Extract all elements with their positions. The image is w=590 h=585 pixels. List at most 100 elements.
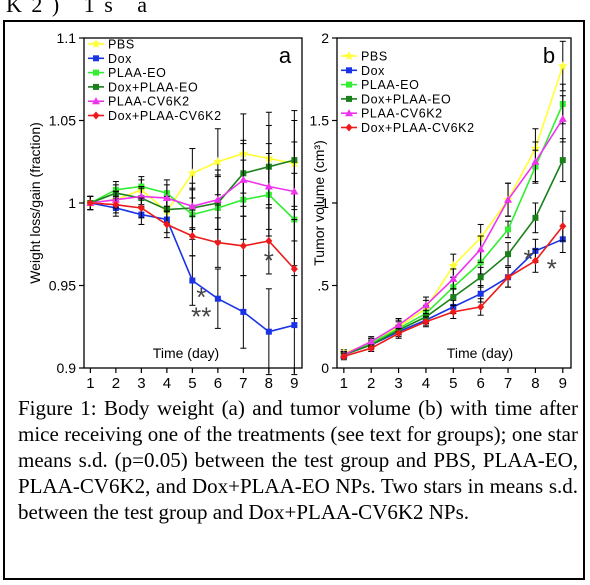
pbs-star-marker xyxy=(344,51,354,60)
significance-star: * xyxy=(524,244,534,274)
diamond-marker xyxy=(504,273,512,282)
legend-entry-label: PLAA-EO xyxy=(108,66,166,80)
series-dox-plaa-cv6k2 xyxy=(86,195,298,319)
square-marker xyxy=(450,294,457,301)
square-marker xyxy=(505,226,512,233)
pbs-star-marker xyxy=(558,61,568,71)
triangle-marker xyxy=(558,114,567,122)
y-tick-label: 1 xyxy=(321,195,329,211)
square-marker xyxy=(532,214,539,221)
y-tick-label: 0.95 xyxy=(49,278,76,294)
triangle-marker xyxy=(367,337,376,345)
x-tick-label: 1 xyxy=(340,375,348,392)
legend-entry-label: Dox xyxy=(108,52,132,66)
x-tick-label: 9 xyxy=(290,375,298,392)
diamond-marker xyxy=(214,238,222,247)
triangle-marker xyxy=(449,274,458,282)
square-marker xyxy=(346,95,352,102)
legend-entry-label: PLAA-CV6K2 xyxy=(361,107,443,121)
header-text-fragment: K 2 ) 1 s a xyxy=(6,0,150,17)
triangle-marker xyxy=(290,187,299,195)
y-tick-label: 1.1 xyxy=(57,30,77,46)
square-marker xyxy=(559,157,566,164)
triangle-marker xyxy=(213,195,222,203)
square-marker xyxy=(477,274,484,281)
y-tick-label: 1 xyxy=(68,195,76,211)
triangle-marker xyxy=(504,195,513,203)
x-tick-label: 7 xyxy=(239,375,247,392)
diamond-marker xyxy=(137,203,145,212)
square-marker xyxy=(346,81,352,88)
figure-frame xyxy=(3,20,585,580)
diamond-marker xyxy=(340,352,348,361)
legend-entry-label: PBS xyxy=(108,38,135,52)
significance-star: ** xyxy=(191,302,211,332)
triangle-marker xyxy=(421,301,430,309)
x-tick-label: 9 xyxy=(559,375,567,392)
figure-caption: Figure 1: Body weight (a) and tumor volu… xyxy=(18,396,578,524)
square-marker xyxy=(477,290,484,297)
triangle-marker xyxy=(188,202,197,210)
significance-star: * xyxy=(547,254,557,284)
triangle-marker xyxy=(92,97,100,105)
diamond-marker xyxy=(422,317,430,326)
x-tick-label: 5 xyxy=(188,375,196,392)
x-tick-label: 4 xyxy=(422,375,430,392)
square-marker xyxy=(240,308,247,315)
legend-entry-label: Dox+PLAA-CV6K2 xyxy=(108,109,222,123)
diamond-marker xyxy=(163,220,171,229)
x-tick-label: 1 xyxy=(86,375,94,392)
y-axis-label: Weight loss/gain (fraction) xyxy=(27,122,43,284)
diamond-marker xyxy=(86,199,94,207)
y-tick-label: 2 xyxy=(321,30,329,46)
square-marker xyxy=(93,69,99,76)
triangle-marker xyxy=(345,109,353,117)
diamond-marker xyxy=(188,232,196,240)
pbs-star-marker xyxy=(213,156,223,166)
legend-entry-label: PLAA-CV6K2 xyxy=(108,95,190,109)
square-marker xyxy=(265,328,272,335)
x-tick-label: 8 xyxy=(265,375,273,392)
y-tick-label: 0 xyxy=(321,360,329,376)
y-tick-label: 1.5 xyxy=(310,113,330,129)
diamond-marker xyxy=(477,302,485,311)
triangle-marker xyxy=(394,321,403,329)
diamond-marker xyxy=(290,265,298,273)
triangle-marker xyxy=(162,194,171,202)
x-tick-label: 6 xyxy=(214,375,222,392)
square-marker xyxy=(93,83,99,90)
series-dox-plaa-cv6k2 xyxy=(340,210,567,361)
pbs-star-marker xyxy=(91,39,101,48)
square-marker xyxy=(189,277,196,284)
y-tick-label: 1.05 xyxy=(49,113,76,129)
diamond-marker xyxy=(531,256,539,265)
diamond-marker xyxy=(239,241,247,250)
triangle-marker xyxy=(531,157,540,165)
chart-panel-a: 0.9 0.95 1 1.05 1.1 1 2 3 4 5 6 7 8 9 Time (day) Weight… xyxy=(27,30,303,392)
legend-entry-label: PBS xyxy=(361,50,388,64)
x-tick-label: 4 xyxy=(163,375,171,392)
triangle-marker xyxy=(476,245,485,253)
x-tick-label: 7 xyxy=(504,375,512,392)
diamond-marker xyxy=(449,307,457,316)
significance-star: * xyxy=(196,282,206,312)
triangle-marker xyxy=(264,182,273,190)
x-tick-label: 2 xyxy=(112,375,120,392)
square-marker xyxy=(346,67,352,74)
legend-entry-label: Dox+PLAA-CV6K2 xyxy=(361,121,475,135)
square-marker xyxy=(505,251,512,258)
x-axis-label: Time (day) xyxy=(447,345,513,361)
square-marker xyxy=(93,55,99,62)
significance-star: * xyxy=(264,245,274,275)
diamond-marker xyxy=(345,123,353,132)
diamond-marker xyxy=(559,222,567,231)
triangle-marker xyxy=(239,175,248,183)
square-marker xyxy=(214,295,221,302)
legend: PBSDoxPLAA-EODox+PLAA-EOPLAA-CV6K2Dox+PL… xyxy=(88,38,222,123)
x-tick-label: 3 xyxy=(394,375,402,392)
panel-label: a xyxy=(279,43,292,68)
x-tick-label: 6 xyxy=(477,375,485,392)
x-tick-label: 2 xyxy=(367,375,375,392)
diamond-marker xyxy=(395,329,403,338)
x-tick-label: 3 xyxy=(137,375,145,392)
